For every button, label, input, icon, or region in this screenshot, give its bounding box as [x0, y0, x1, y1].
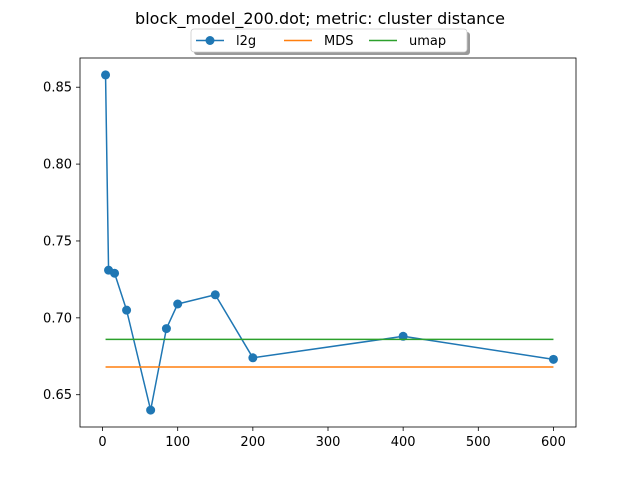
x-tick-label: 500 [466, 435, 491, 450]
x-tick-label: 0 [98, 435, 106, 450]
x-tick-label: 600 [541, 435, 566, 450]
y-tick-label: 0.70 [43, 311, 72, 326]
data-point-l2g [549, 355, 558, 364]
x-tick-label: 400 [391, 435, 416, 450]
y-tick-label: 0.65 [43, 388, 72, 403]
x-tick-label: 100 [165, 435, 190, 450]
data-point-l2g [248, 353, 257, 362]
plot-frame [80, 58, 576, 427]
data-point-l2g [173, 300, 182, 309]
axes: 0 100 200 300 400 500 600 0.65 0.70 0.75 0.80 0.85 [43, 58, 576, 450]
chart-title: block_model_200.dot; metric: cluster dis… [135, 9, 505, 29]
data-point-l2g [101, 70, 110, 79]
plot-area [101, 70, 558, 414]
x-tick-label: 300 [316, 435, 341, 450]
y-tick-label: 0.75 [43, 234, 72, 249]
data-point-l2g [110, 269, 119, 278]
legend-label-l2g: l2g [236, 34, 256, 49]
legend: l2g MDS umap [191, 29, 470, 55]
series-line-l2g [106, 75, 554, 410]
legend-marker-l2g [206, 36, 215, 45]
legend-label-MDS: MDS [324, 34, 353, 49]
data-point-l2g [211, 290, 220, 299]
x-tick-label: 200 [240, 435, 265, 450]
data-point-l2g [122, 306, 131, 315]
legend-label-umap: umap [409, 34, 446, 49]
y-tick-label: 0.85 [43, 81, 72, 96]
data-point-l2g [146, 406, 155, 415]
y-tick-label: 0.80 [43, 158, 72, 173]
data-point-l2g [162, 324, 171, 333]
